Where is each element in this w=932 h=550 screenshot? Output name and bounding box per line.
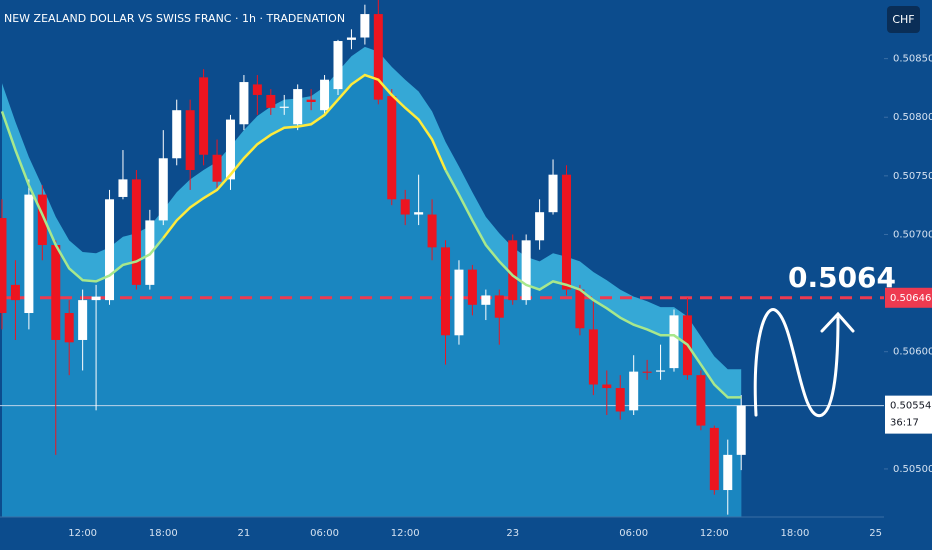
candle-body [172, 110, 182, 159]
x-tick-label: 18:00 [781, 528, 810, 539]
candle-body [118, 179, 128, 197]
y-tick-label: 0.50700 [893, 229, 932, 240]
candle-body [414, 212, 424, 215]
moving-average [0, 110, 742, 399]
candle-body [346, 37, 356, 40]
candle-body [333, 41, 343, 90]
annotation: 0.5064 [788, 261, 896, 294]
candle-body [642, 371, 652, 373]
candle-body [561, 174, 571, 290]
arrow-head [820, 311, 855, 333]
candle-body [266, 94, 276, 108]
candle-body [387, 96, 397, 200]
candle-body [199, 77, 209, 155]
candle-body [669, 315, 679, 369]
y-tick-label: 0.50500 [893, 464, 932, 475]
y-tick-label: 0.50750 [893, 171, 932, 182]
x-tick-label: 25 [869, 528, 882, 539]
candle-body [736, 405, 746, 455]
candle-body [131, 179, 141, 285]
candle-body [185, 110, 195, 170]
candle-body [239, 82, 249, 125]
candle-body [629, 371, 639, 411]
x-tick-label: 18:00 [149, 528, 178, 539]
candle-body [548, 174, 558, 213]
currency-label: CHF [892, 13, 914, 26]
forecast-arrow [753, 308, 855, 417]
x-tick-label: 12:00 [700, 528, 729, 539]
candle-body [0, 218, 7, 314]
candle-body [91, 296, 101, 301]
currency-button[interactable] [887, 6, 920, 33]
candle-body [602, 384, 612, 389]
candle-body [696, 375, 706, 426]
candle-body [494, 295, 504, 318]
candle-body [225, 119, 235, 180]
x-tick-label: 06:00 [310, 528, 339, 539]
y-tick-label: 0.50850 [893, 54, 932, 65]
axis-labels: 0.50850 0.50800 0.50750 0.50700 0.50600 0.505… [68, 54, 932, 539]
chart-title: NEW ZEALAND DOLLAR VS SWISS FRANC · 1h ·… [4, 12, 345, 25]
x-tick-label: 12:00 [391, 528, 420, 539]
forecast-curve [753, 308, 840, 417]
candle-body [709, 427, 719, 491]
candle-body [64, 313, 74, 343]
candle-body [78, 300, 88, 340]
candle-body [37, 194, 47, 246]
candle-body [467, 269, 477, 305]
candle-body [427, 214, 437, 248]
candle-body [481, 295, 491, 305]
x-tick-label: 21 [238, 528, 251, 539]
y-tick-label: 0.50800 [893, 112, 932, 123]
target-price-box [885, 287, 932, 308]
candle-body [51, 245, 61, 340]
ma-area [2, 75, 742, 517]
candle-body [441, 247, 451, 336]
candle-body [400, 199, 410, 215]
candle-body [10, 284, 20, 301]
candle-body [588, 329, 598, 385]
candle-body [615, 388, 625, 412]
x-tick-label: 23 [506, 528, 519, 539]
candle-body [521, 240, 531, 301]
candle-body [723, 454, 733, 491]
candle-body [293, 89, 303, 125]
current-price-label: 0.50554 [890, 401, 931, 412]
candle-body [306, 99, 316, 102]
current-price-box [885, 395, 932, 434]
moving-average [162, 73, 447, 239]
candle-body [575, 289, 585, 329]
candle-body [24, 194, 34, 314]
candle-body [454, 269, 464, 336]
candle-body [656, 370, 666, 372]
plot-area [0, 0, 884, 517]
target-price-label: 0.50646 [890, 293, 931, 304]
y-tick-label: 0.50600 [893, 347, 932, 358]
candle-body [320, 79, 330, 111]
candle-body [535, 212, 545, 241]
candle-body [279, 106, 289, 108]
candle-body [373, 14, 383, 100]
candle-body [105, 199, 115, 301]
candle-body [508, 240, 518, 301]
x-tick-label: 06:00 [619, 528, 648, 539]
countdown-label: 36:17 [890, 418, 919, 429]
candle-body [158, 158, 168, 221]
x-tick-label: 12:00 [68, 528, 97, 539]
candle-body [252, 84, 262, 95]
candle-body [360, 14, 370, 38]
candle-body [212, 154, 222, 182]
